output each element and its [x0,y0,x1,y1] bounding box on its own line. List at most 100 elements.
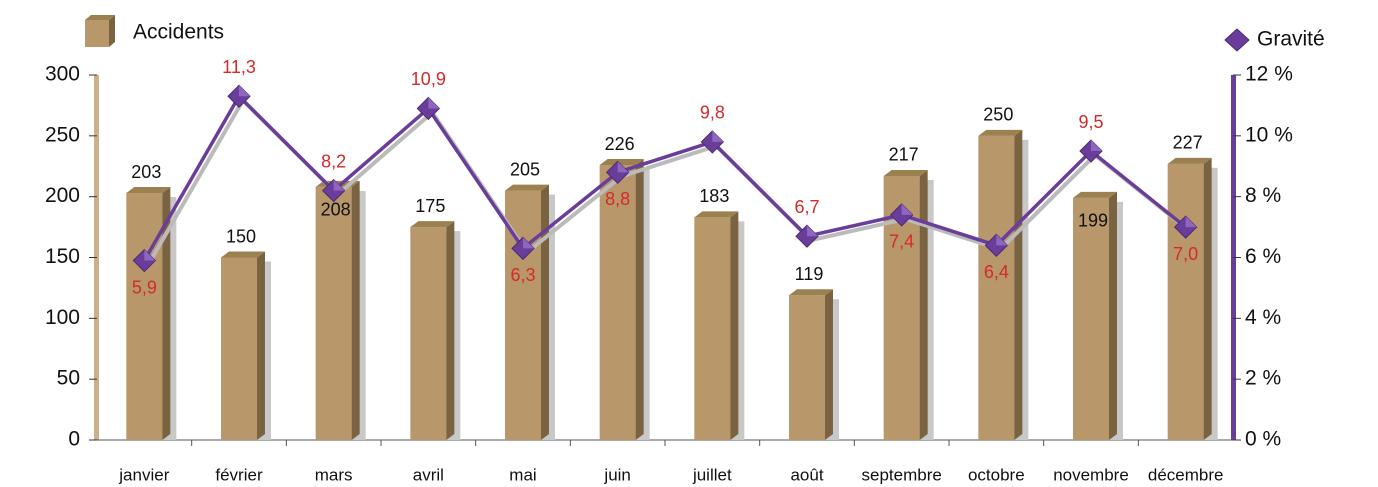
line-value-label: 10,9 [411,69,446,89]
bar [978,135,1015,441]
line-value-label: 9,5 [1078,112,1103,132]
y-tick-label: 200 [45,184,80,207]
bar-top [221,251,265,258]
bar-top [978,129,1023,136]
bar-value-label: 183 [699,186,729,206]
bar-value-label: 208 [321,200,351,220]
bar-value-label: 217 [889,145,919,165]
marker-highlight [807,225,818,237]
bar-side [825,289,833,440]
bar-side [351,180,360,440]
bar [315,186,352,440]
line-value-label: 7,4 [889,232,914,252]
legend-label: Gravité [1257,28,1325,51]
bar-top [789,289,833,296]
legend-swatch [85,20,109,47]
x-tick-label: février [215,465,263,484]
bar-side [257,251,265,440]
bar-value-label: 226 [605,134,635,154]
y2-tick-label: 2 % [1245,367,1281,390]
bar-side [1014,129,1023,441]
line-value-label: 6,3 [510,265,535,285]
x-tick-label: mars [315,465,353,484]
y-tick-label: 250 [45,123,80,146]
y2-tick-label: 8 % [1245,184,1281,207]
bar-top [1073,191,1117,198]
marker-highlight [901,203,913,215]
bar-value-label: 203 [131,162,161,182]
y-tick-label: 50 [57,367,80,390]
x-tick-label: décembre [1148,465,1224,484]
bar-top [599,159,644,166]
line-value-label: 5,9 [132,277,157,297]
legend-swatch-top [85,15,115,20]
bar [694,217,731,440]
marker-highlight [523,237,534,249]
marker-highlight [333,179,345,191]
bar-value-label: 175 [415,196,445,216]
x-tick-label: janvier [118,465,169,484]
x-tick-label: juin [603,465,630,484]
y-tick-label: 300 [45,63,80,86]
marker-highlight [617,161,629,173]
marker-highlight [712,130,724,142]
bar-top [694,211,739,218]
bar [221,257,257,440]
bar [599,165,636,441]
y2-tick-label: 12 % [1245,63,1293,86]
x-tick-label: août [790,465,823,484]
bar-top [1167,157,1212,164]
bar-top [883,169,928,176]
marker-highlight [1185,216,1197,228]
bar-side [730,211,739,440]
marker-highlight [1091,140,1102,152]
legend-marker [1224,28,1250,52]
bar-value-label: 227 [1173,133,1203,153]
y2-tick-label: 4 % [1245,306,1281,329]
bar [789,295,825,440]
y2-tick-label: 6 % [1245,245,1281,268]
legend-swatch-side [109,15,115,47]
y2-tick-label: 0 % [1245,428,1281,451]
marker-highlight [239,85,250,97]
bar [1167,163,1204,441]
line [142,93,1187,262]
x-tick-label: mai [509,465,536,484]
bar-top [505,184,549,191]
bar-side [919,169,928,440]
line-value-label: 8,2 [321,151,346,171]
legend-label: Accidents [133,21,224,44]
x-tick-label: avril [413,465,444,484]
bar-value-label: 119 [795,264,824,284]
line-value-label: 11,3 [222,57,256,77]
x-tick-label: juillet [692,465,732,484]
bar-top [126,187,171,194]
line-value-label: 9,8 [700,103,725,123]
line-value-label: 6,7 [794,197,819,217]
marker-highlight [996,234,1008,246]
bar-value-label: 199 [1078,211,1108,231]
bar-side [635,159,644,441]
marker-highlight [428,97,440,109]
y-tick-label: 0 [68,428,80,451]
bar-side [1203,157,1212,441]
x-tick-label: novembre [1053,465,1129,484]
y2-tick-label: 10 % [1245,123,1293,146]
bar [1073,197,1109,440]
x-tick-label: septembre [862,465,942,484]
y-tick-label: 150 [45,245,80,268]
bar-side [446,221,455,440]
bar-side [162,187,171,440]
line-value-label: 6,4 [984,262,1009,282]
line-value-label: 7,0 [1173,244,1198,264]
bar-top [410,221,455,228]
y-tick-label: 100 [45,306,80,329]
bar-side [541,184,549,440]
bar [126,193,163,440]
marker-highlight [144,249,156,261]
bar-value-label: 250 [983,105,1013,125]
bar [410,227,447,440]
line-value-label: 8,8 [605,189,630,209]
x-tick-label: octobre [968,465,1025,484]
